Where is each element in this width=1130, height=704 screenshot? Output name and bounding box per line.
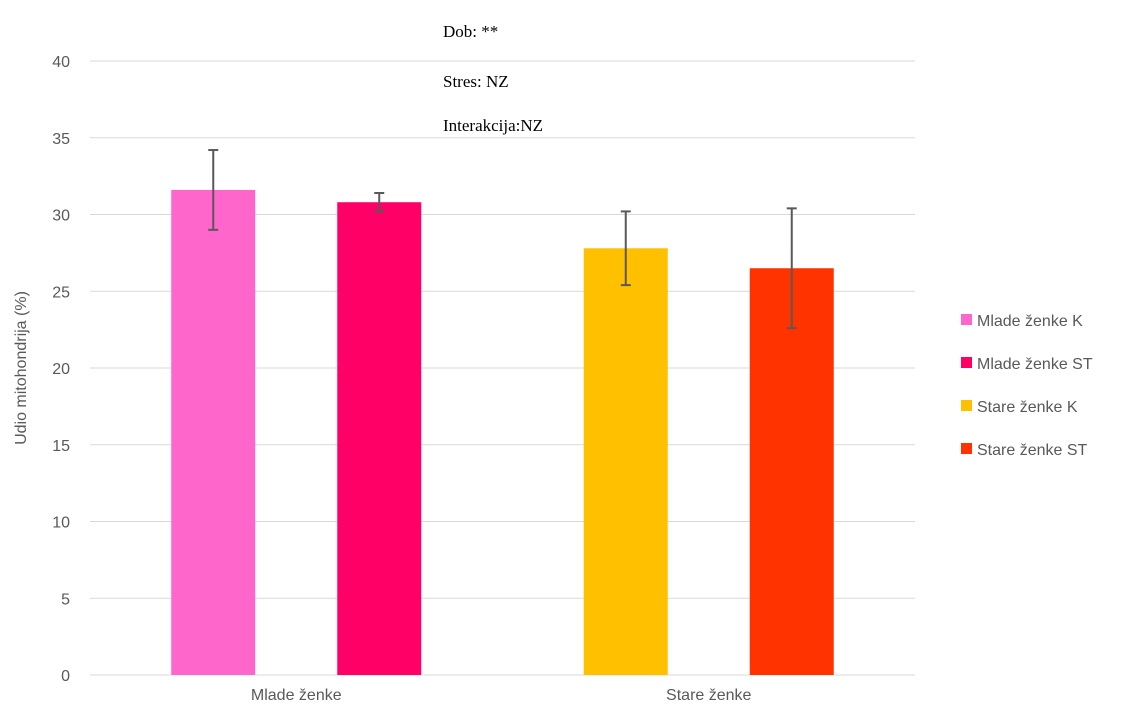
y-tick-label: 0	[61, 668, 70, 685]
bar-0-0	[171, 189, 256, 675]
annotation-dob: Dob: **	[443, 22, 498, 41]
legend-label: Mlade ženke K	[977, 313, 1083, 330]
legend-swatch	[961, 357, 972, 368]
legend-label: Stare ženke K	[977, 399, 1078, 416]
bar-1-0	[337, 202, 422, 675]
annotation-stres: Stres: NZ	[443, 72, 509, 91]
y-tick-label: 30	[52, 208, 70, 225]
x-category-label: Mlade ženke	[251, 687, 342, 704]
y-axis-ticks: 0 5 10 15 20 25 30 35 40	[52, 54, 70, 685]
legend-swatch	[961, 314, 972, 325]
annotations: Dob: ** Stres: NZ Interakcija:NZ	[443, 22, 543, 135]
legend-swatch	[961, 443, 972, 454]
bar-3-1	[749, 268, 834, 675]
legend-label: Stare ženke ST	[977, 442, 1088, 459]
y-tick-label: 25	[52, 284, 70, 301]
legend-label: Mlade ženke ST	[977, 356, 1093, 373]
x-axis-categories: Mlade ženke Stare ženke	[251, 687, 752, 704]
y-tick-label: 20	[52, 361, 70, 378]
annotation-interakcija: Interakcija:NZ	[443, 116, 543, 135]
y-tick-label: 10	[52, 515, 70, 532]
legend-swatch	[961, 400, 972, 411]
error-bars	[208, 149, 797, 330]
bar-2-1	[583, 248, 668, 675]
x-category-label: Stare ženke	[666, 687, 751, 704]
bars	[171, 189, 834, 675]
y-tick-label: 5	[61, 591, 70, 608]
y-tick-label: 40	[52, 54, 70, 71]
y-tick-label: 15	[52, 438, 70, 455]
y-tick-label: 35	[52, 131, 70, 148]
legend: Mlade ženke K Mlade ženke ST Stare ženke K…	[961, 313, 1093, 459]
y-axis-label: Udio mitohondrija (%)	[13, 291, 30, 445]
